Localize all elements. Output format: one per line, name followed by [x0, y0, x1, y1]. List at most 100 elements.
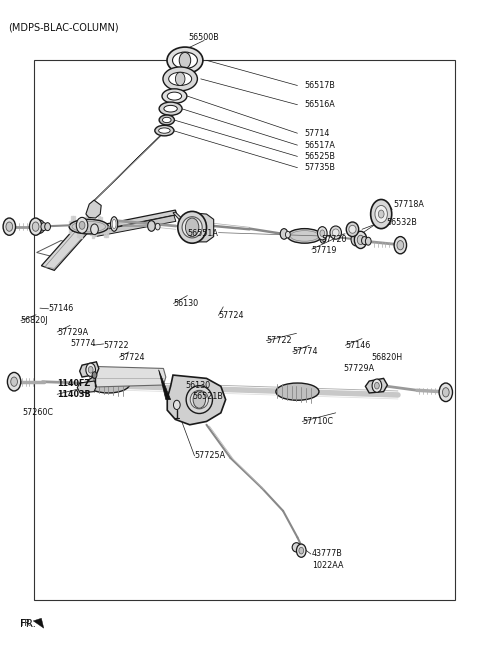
Circle shape — [397, 240, 404, 250]
Ellipse shape — [288, 228, 322, 243]
Ellipse shape — [292, 542, 301, 552]
Circle shape — [439, 383, 453, 402]
Ellipse shape — [87, 374, 130, 393]
Text: 57714: 57714 — [305, 129, 330, 137]
Text: 57722: 57722 — [104, 341, 129, 350]
Text: 57146: 57146 — [345, 341, 371, 350]
Circle shape — [193, 391, 205, 408]
Circle shape — [79, 221, 85, 229]
Polygon shape — [191, 212, 214, 242]
Circle shape — [365, 237, 371, 245]
Ellipse shape — [190, 390, 208, 409]
Text: 57146: 57146 — [48, 304, 74, 313]
Circle shape — [280, 228, 288, 239]
Text: 56820J: 56820J — [21, 316, 48, 325]
Text: 57729A: 57729A — [343, 364, 374, 373]
Polygon shape — [33, 618, 44, 628]
Ellipse shape — [162, 89, 187, 104]
Circle shape — [91, 224, 98, 234]
Circle shape — [443, 388, 449, 397]
Circle shape — [378, 210, 384, 218]
Polygon shape — [158, 370, 170, 400]
Ellipse shape — [159, 102, 182, 116]
Text: 11403B: 11403B — [57, 390, 91, 399]
Text: 57720: 57720 — [322, 235, 347, 244]
Ellipse shape — [346, 222, 359, 236]
Polygon shape — [41, 222, 93, 270]
Ellipse shape — [164, 106, 177, 112]
Polygon shape — [173, 212, 190, 228]
Circle shape — [156, 223, 160, 230]
Ellipse shape — [178, 211, 206, 243]
Ellipse shape — [69, 219, 108, 234]
Polygon shape — [77, 381, 96, 393]
Ellipse shape — [167, 47, 203, 74]
Polygon shape — [92, 135, 162, 203]
Polygon shape — [94, 367, 166, 387]
Circle shape — [88, 367, 93, 373]
Ellipse shape — [159, 115, 174, 125]
Circle shape — [86, 363, 96, 376]
Ellipse shape — [320, 228, 326, 243]
Ellipse shape — [167, 92, 181, 100]
Ellipse shape — [276, 383, 319, 400]
Text: 56130: 56130 — [185, 380, 210, 390]
Text: 56521B: 56521B — [192, 392, 223, 401]
Circle shape — [3, 218, 15, 235]
Ellipse shape — [172, 52, 197, 68]
Circle shape — [297, 544, 306, 557]
Circle shape — [148, 220, 156, 231]
Circle shape — [179, 52, 191, 68]
Ellipse shape — [186, 386, 213, 414]
Circle shape — [354, 231, 367, 248]
Text: 56517B: 56517B — [305, 81, 336, 90]
Ellipse shape — [112, 219, 116, 228]
Text: 57729A: 57729A — [57, 327, 88, 337]
Circle shape — [32, 222, 39, 231]
Text: 56820H: 56820H — [372, 353, 403, 362]
Ellipse shape — [158, 128, 170, 133]
Circle shape — [394, 236, 407, 254]
Polygon shape — [80, 362, 99, 377]
Circle shape — [41, 222, 47, 230]
Text: 1022AA: 1022AA — [312, 560, 343, 570]
Text: 57710C: 57710C — [302, 417, 333, 426]
Circle shape — [29, 218, 42, 235]
Polygon shape — [365, 378, 387, 393]
Text: 56517A: 56517A — [305, 141, 336, 149]
Ellipse shape — [349, 225, 356, 233]
Circle shape — [374, 382, 379, 389]
Circle shape — [318, 226, 327, 240]
Text: FR.: FR. — [20, 619, 36, 629]
Polygon shape — [167, 375, 226, 425]
Text: 43777B: 43777B — [312, 550, 343, 558]
Text: 56525B: 56525B — [305, 152, 336, 161]
Ellipse shape — [163, 67, 197, 91]
Text: 57260C: 57260C — [22, 408, 53, 418]
Circle shape — [6, 222, 12, 231]
Circle shape — [375, 205, 387, 222]
Text: 57722: 57722 — [266, 336, 292, 345]
Bar — [34, 60, 456, 600]
Ellipse shape — [182, 216, 202, 238]
Text: 57724: 57724 — [120, 353, 145, 362]
Circle shape — [372, 379, 382, 392]
Text: (MDPS-BLAC-COLUMN): (MDPS-BLAC-COLUMN) — [8, 22, 119, 32]
Circle shape — [175, 72, 185, 86]
Ellipse shape — [321, 232, 324, 240]
Text: 57725A: 57725A — [194, 452, 226, 460]
Polygon shape — [86, 200, 101, 218]
Text: 56532B: 56532B — [386, 218, 417, 226]
Ellipse shape — [162, 118, 171, 123]
Text: 56500B: 56500B — [189, 33, 219, 42]
Ellipse shape — [330, 226, 341, 239]
Text: FR.: FR. — [20, 619, 32, 628]
Text: 57718A: 57718A — [393, 200, 424, 208]
Text: 56130: 56130 — [173, 299, 198, 308]
Text: 57719: 57719 — [312, 246, 337, 255]
Polygon shape — [94, 215, 176, 236]
Text: 56551A: 56551A — [187, 230, 218, 238]
Polygon shape — [93, 210, 177, 231]
Text: 57774: 57774 — [293, 347, 318, 357]
Circle shape — [7, 373, 21, 391]
